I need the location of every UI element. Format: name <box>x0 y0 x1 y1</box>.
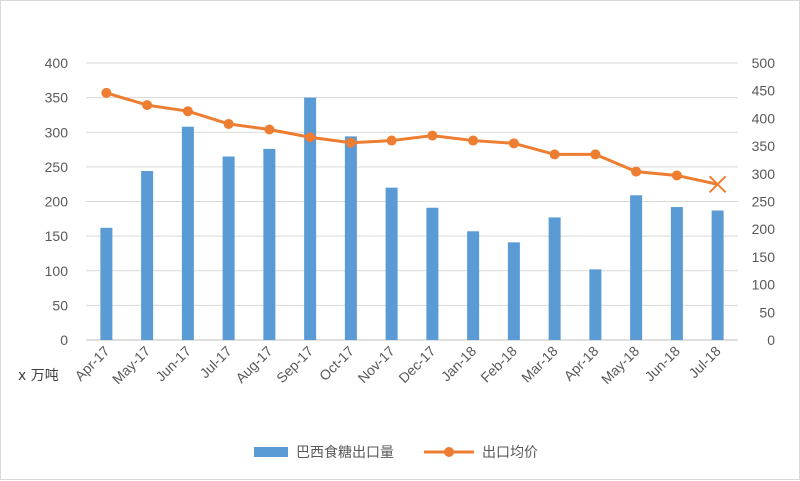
y-left-tick-label: 150 <box>45 228 69 244</box>
legend-line-marker <box>444 447 454 457</box>
line-point <box>671 170 682 181</box>
y-right-tick-label: 200 <box>752 221 776 237</box>
line-point <box>631 166 642 177</box>
y-right-tick-label: 500 <box>752 55 776 71</box>
price-line <box>105 91 718 186</box>
y-left-tick-label: 350 <box>45 90 69 106</box>
bar <box>100 227 113 340</box>
y-left-tick-label: 50 <box>52 297 68 313</box>
line-point <box>468 135 479 146</box>
y-left-tick-label: 400 <box>45 55 69 71</box>
x-tick-label: Feb-18 <box>477 343 520 386</box>
y-right-tick-label: 400 <box>752 110 776 126</box>
y-right-tick-label: 450 <box>752 83 776 99</box>
line-point <box>590 149 601 160</box>
bar <box>426 207 439 340</box>
y-right-tick-label: 150 <box>752 249 776 265</box>
x-tick-label: Apr-18 <box>560 343 601 384</box>
y-right-tick-label: 100 <box>752 277 776 293</box>
line-point-x-marker <box>708 175 727 194</box>
legend: 巴西食糖出口量 出口均价 <box>254 444 538 461</box>
x-tick-label: May-18 <box>598 343 642 387</box>
x-tick-label: May-17 <box>109 343 153 387</box>
y-left-tick-label: 100 <box>45 263 69 279</box>
y-right-tick-label: 250 <box>752 194 776 210</box>
bar <box>467 231 480 340</box>
x-tick-label: Jan-18 <box>438 343 480 385</box>
x-tick-label: Jun-18 <box>641 343 683 385</box>
line-point <box>223 118 234 129</box>
x-tick-label: Mar-18 <box>518 343 561 386</box>
y-left-tick-label: 250 <box>45 159 69 175</box>
line-point <box>345 137 356 148</box>
x-tick-label: Oct-17 <box>316 343 357 384</box>
y-right-tick-label: 350 <box>752 138 776 154</box>
line-series <box>101 87 727 194</box>
line-point <box>305 132 316 143</box>
bar <box>263 148 276 340</box>
line-point <box>549 149 560 160</box>
line-point <box>101 87 112 98</box>
legend-label: 出口均价 <box>482 445 538 461</box>
bar <box>507 242 520 340</box>
y-axis-right: 0 50 100 150 200 250 300 350 400 450 500 <box>752 55 776 348</box>
gridlines <box>86 62 738 341</box>
line-point <box>142 100 153 111</box>
bar <box>304 97 317 340</box>
line-point <box>386 135 397 146</box>
line-point <box>427 130 438 141</box>
bar <box>181 126 194 341</box>
bar <box>548 217 561 340</box>
y-axis-unit-label: x 万吨 <box>18 368 59 384</box>
legend-bar-swatch <box>254 447 288 457</box>
x-tick-label: Apr-17 <box>71 343 112 384</box>
y-right-tick-label: 300 <box>752 166 776 182</box>
x-tick-label: Nov-17 <box>355 343 398 386</box>
line-point <box>264 124 275 135</box>
bar <box>385 187 398 340</box>
legend-label: 巴西食糖出口量 <box>296 444 394 461</box>
bar <box>141 171 154 340</box>
bar <box>222 156 235 340</box>
x-tick-label: Dec-17 <box>395 343 438 386</box>
bar <box>589 269 602 340</box>
y-left-tick-label: 0 <box>60 332 68 348</box>
x-tick-label: Jul-18 <box>685 343 723 381</box>
x-tick-label: Aug-17 <box>232 343 275 386</box>
x-tick-label: Jun-17 <box>152 343 194 385</box>
y-left-tick-label: 200 <box>45 194 69 210</box>
bar <box>670 207 683 340</box>
y-axis-left: 0 50 100 150 200 250 300 350 400 <box>45 55 69 348</box>
x-tick-label: Sep-17 <box>273 343 316 386</box>
y-right-tick-label: 50 <box>759 304 775 320</box>
x-tick-label: Jul-17 <box>196 343 234 381</box>
y-left-tick-label: 300 <box>45 124 69 140</box>
bar <box>711 210 724 340</box>
line-point <box>182 106 193 117</box>
line-point <box>508 138 519 149</box>
bar-series <box>100 97 724 341</box>
bar <box>630 195 643 340</box>
bar <box>344 136 357 340</box>
y-right-tick-label: 0 <box>767 332 775 348</box>
